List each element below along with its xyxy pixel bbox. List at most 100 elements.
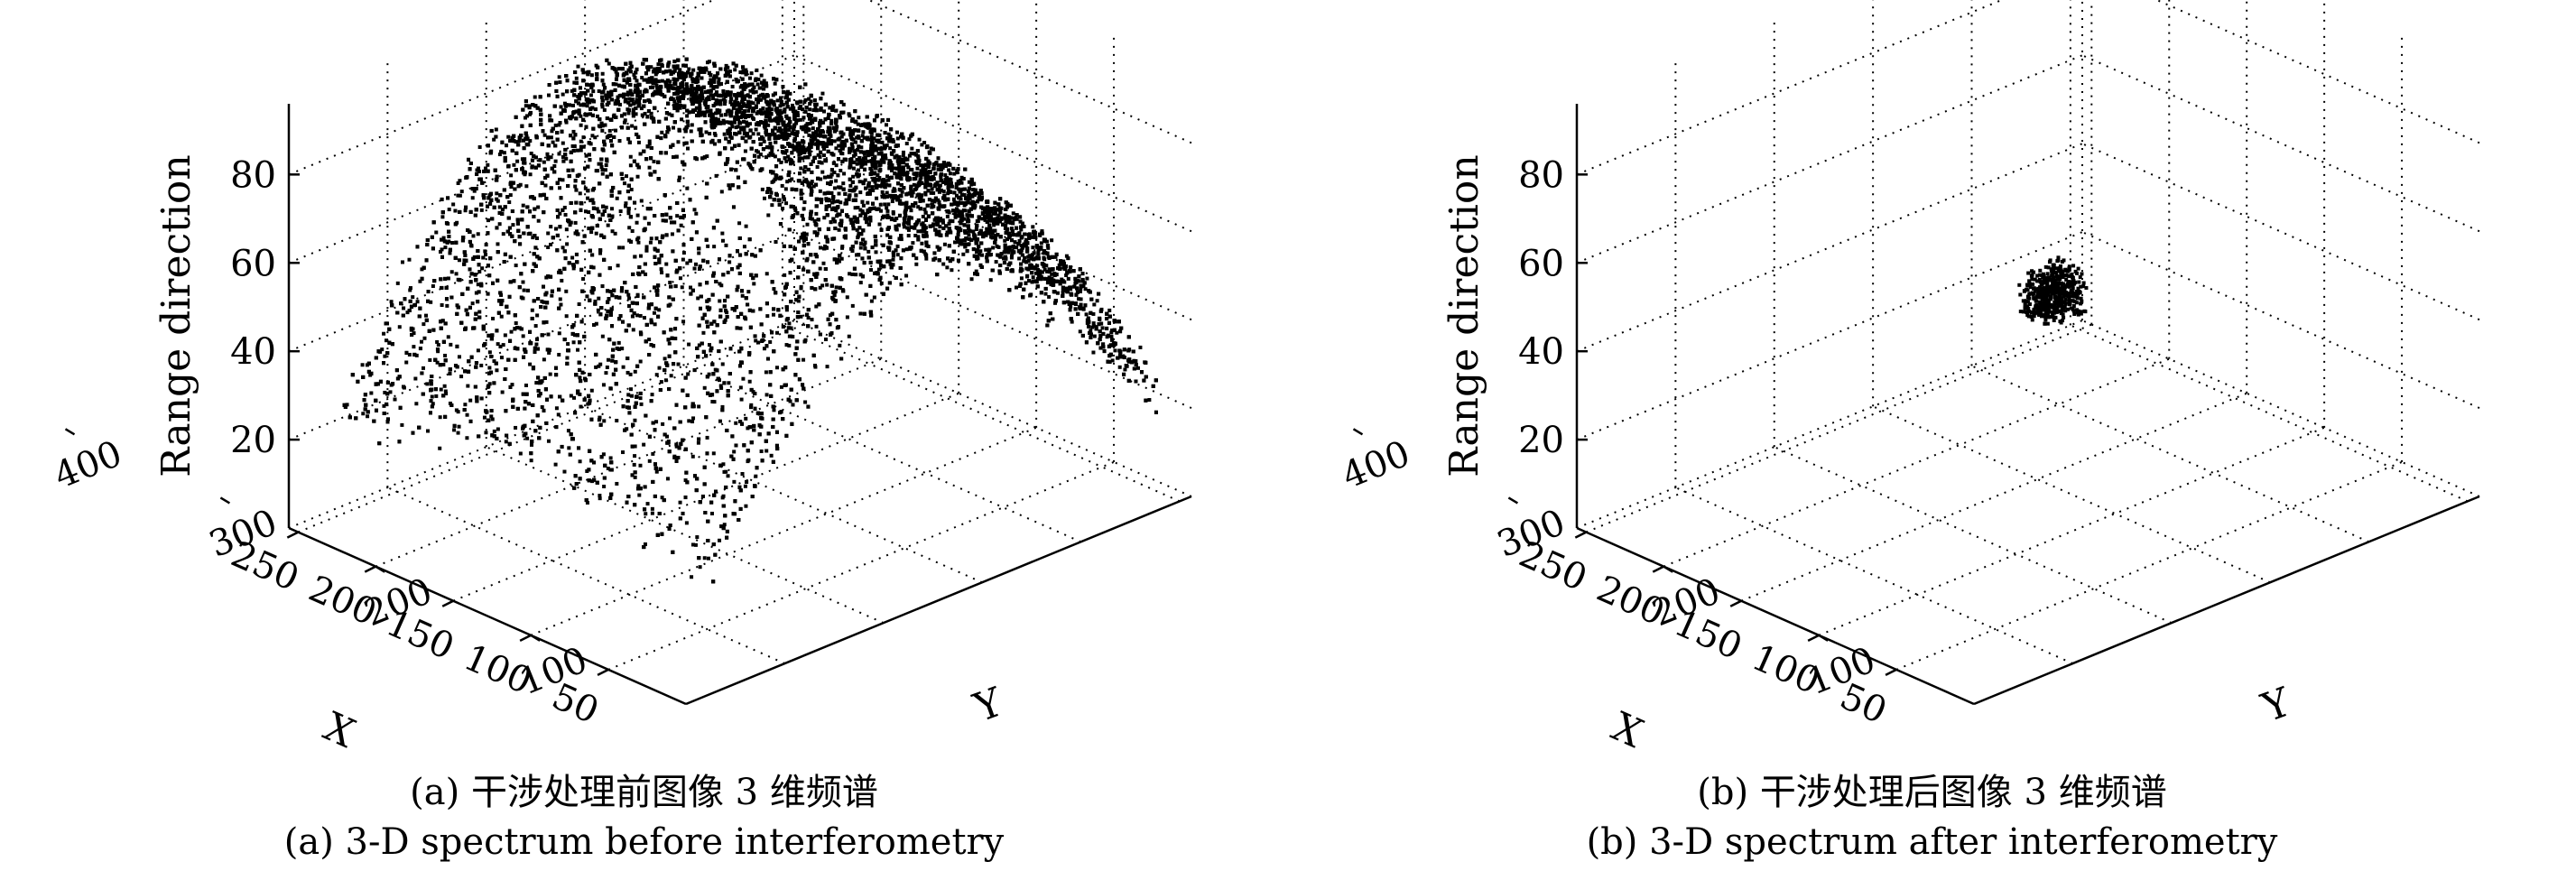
data-point	[916, 205, 921, 209]
data-point	[721, 88, 726, 93]
data-point	[741, 376, 746, 381]
data-point	[428, 357, 432, 362]
data-point	[1044, 264, 1049, 268]
data-point	[871, 189, 876, 193]
data-point	[1045, 276, 1050, 281]
data-point	[499, 292, 504, 297]
data-point	[597, 162, 601, 166]
data-point	[780, 183, 784, 188]
data-point	[594, 169, 598, 173]
data-point	[885, 174, 890, 179]
data-point	[748, 100, 753, 105]
data-point	[1092, 334, 1097, 338]
data-point	[802, 99, 807, 104]
data-point	[818, 121, 822, 125]
data-point	[594, 365, 598, 369]
data-point	[706, 556, 710, 561]
data-point	[935, 245, 940, 249]
data-point	[910, 202, 914, 207]
data-point	[1085, 276, 1089, 281]
data-point	[739, 397, 744, 402]
data-point	[522, 288, 526, 292]
data-point	[969, 182, 974, 187]
data-point	[558, 211, 562, 216]
data-point	[784, 159, 789, 163]
data-point	[756, 94, 761, 98]
data-point	[628, 372, 633, 376]
data-point	[588, 199, 593, 203]
data-point	[776, 116, 781, 120]
data-point	[748, 88, 753, 93]
data-point	[585, 294, 589, 299]
data-point	[465, 412, 469, 417]
data-point	[499, 150, 504, 154]
data-point	[941, 162, 945, 167]
data-point	[1022, 259, 1026, 264]
data-point	[495, 197, 499, 201]
data-point	[726, 270, 730, 274]
data-point	[842, 171, 847, 176]
data-point	[448, 401, 452, 405]
data-point	[769, 107, 774, 112]
data-point	[848, 133, 853, 137]
data-point	[1147, 398, 1152, 403]
data-point	[536, 218, 541, 223]
data-point	[690, 420, 695, 424]
data-point	[614, 69, 618, 74]
data-point	[589, 230, 594, 235]
data-point	[820, 170, 825, 174]
data-point	[646, 221, 651, 226]
data-point	[676, 140, 681, 144]
data-point	[454, 272, 459, 276]
data-point	[492, 359, 496, 364]
data-point	[941, 262, 946, 266]
data-point	[941, 190, 946, 194]
grid-floor-y	[683, 365, 1081, 543]
data-point	[599, 165, 604, 170]
data-point	[904, 142, 909, 146]
data-point	[564, 156, 569, 161]
data-point	[687, 67, 691, 71]
data-point	[614, 82, 618, 87]
data-point	[515, 159, 520, 163]
data-point	[898, 188, 903, 192]
data-point	[1009, 227, 1014, 231]
data-point	[452, 428, 457, 432]
data-point	[594, 63, 598, 68]
data-point	[418, 279, 422, 283]
data-point	[676, 362, 681, 366]
data-point	[422, 322, 426, 327]
data-point	[624, 201, 628, 206]
data-point	[1084, 312, 1089, 317]
data-point	[914, 153, 919, 157]
data-point	[941, 165, 945, 170]
data-point	[689, 129, 693, 134]
data-point	[707, 80, 711, 85]
data-point	[564, 314, 569, 319]
data-point	[552, 163, 557, 168]
data-point	[1017, 256, 1022, 261]
data-point	[585, 500, 589, 505]
data-point	[542, 300, 546, 304]
data-point	[366, 414, 370, 419]
data-point	[1032, 266, 1036, 271]
grid-floor-x	[452, 392, 959, 602]
data-point	[691, 68, 696, 72]
data-point	[476, 283, 480, 287]
data-point	[609, 207, 614, 211]
data-point	[701, 330, 706, 335]
data-point	[639, 402, 644, 406]
data-point	[524, 116, 528, 120]
data-point	[916, 235, 921, 239]
data-point	[961, 177, 966, 181]
data-point	[438, 446, 442, 450]
data-point	[801, 107, 805, 112]
data-point	[878, 208, 883, 213]
data-point	[923, 226, 928, 230]
data-point	[672, 125, 676, 130]
data-point	[507, 200, 512, 205]
data-point	[907, 137, 912, 142]
data-point	[702, 114, 707, 118]
data-point	[388, 390, 393, 394]
data-point	[1019, 227, 1024, 232]
